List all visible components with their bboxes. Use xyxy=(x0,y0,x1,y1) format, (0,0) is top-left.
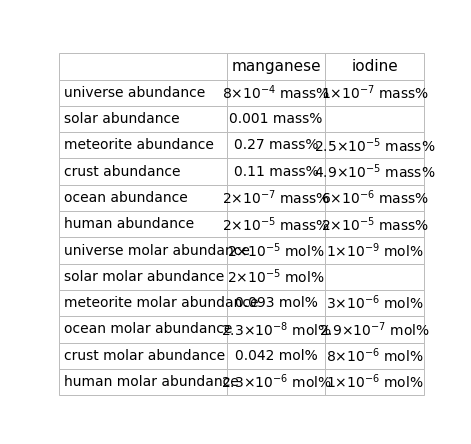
Text: ocean molar abundance: ocean molar abundance xyxy=(65,322,233,337)
Text: universe molar abundance: universe molar abundance xyxy=(65,243,250,258)
Text: $1{\times}10^{-7}$ mass%: $1{\times}10^{-7}$ mass% xyxy=(320,83,429,102)
Bar xyxy=(325,264,424,290)
Text: $2.9{\times}10^{-7}$ mol%: $2.9{\times}10^{-7}$ mol% xyxy=(319,320,430,339)
Bar xyxy=(325,53,424,79)
Text: $2.5{\times}10^{-5}$ mass%: $2.5{\times}10^{-5}$ mass% xyxy=(314,136,435,155)
Text: $1{\times}10^{-6}$ mol%: $1{\times}10^{-6}$ mol% xyxy=(326,373,423,391)
Text: 0.27 mass%: 0.27 mass% xyxy=(234,139,318,152)
Text: human molar abundance: human molar abundance xyxy=(65,375,239,389)
Text: 0.11 mass%: 0.11 mass% xyxy=(234,165,318,178)
Bar xyxy=(325,159,424,185)
Bar xyxy=(59,290,227,316)
Text: $1{\times}10^{-9}$ mol%: $1{\times}10^{-9}$ mol% xyxy=(326,241,423,260)
Text: crust abundance: crust abundance xyxy=(65,165,181,178)
Bar xyxy=(227,316,325,343)
Bar xyxy=(59,53,227,79)
Bar xyxy=(325,185,424,211)
Bar xyxy=(227,132,325,159)
Text: universe abundance: universe abundance xyxy=(65,86,206,100)
Bar xyxy=(59,369,227,395)
Bar xyxy=(325,316,424,343)
Bar xyxy=(59,79,227,106)
Text: $2{\times}10^{-5}$ mol%: $2{\times}10^{-5}$ mol% xyxy=(227,241,325,260)
Bar xyxy=(227,185,325,211)
Text: $2{\times}10^{-5}$ mass%: $2{\times}10^{-5}$ mass% xyxy=(320,215,429,234)
Text: 0.093 mol%: 0.093 mol% xyxy=(235,296,317,310)
Bar xyxy=(59,264,227,290)
Bar xyxy=(227,369,325,395)
Text: $2.3{\times}10^{-8}$ mol%: $2.3{\times}10^{-8}$ mol% xyxy=(220,320,332,339)
Bar xyxy=(59,238,227,264)
Bar xyxy=(227,343,325,369)
Text: human abundance: human abundance xyxy=(65,217,195,231)
Bar xyxy=(227,79,325,106)
Text: solar abundance: solar abundance xyxy=(65,112,180,126)
Text: 0.001 mass%: 0.001 mass% xyxy=(229,112,323,126)
Text: $6{\times}10^{-6}$ mass%: $6{\times}10^{-6}$ mass% xyxy=(320,189,429,207)
Text: crust molar abundance: crust molar abundance xyxy=(65,349,226,363)
Text: $8{\times}10^{-4}$ mass%: $8{\times}10^{-4}$ mass% xyxy=(222,83,330,102)
Bar xyxy=(59,106,227,132)
Text: manganese: manganese xyxy=(231,59,321,74)
Text: $3{\times}10^{-6}$ mol%: $3{\times}10^{-6}$ mol% xyxy=(326,294,423,313)
Bar xyxy=(325,132,424,159)
Text: ocean abundance: ocean abundance xyxy=(65,191,188,205)
Bar xyxy=(227,211,325,238)
Bar xyxy=(227,159,325,185)
Text: solar molar abundance: solar molar abundance xyxy=(65,270,225,284)
Bar xyxy=(227,106,325,132)
Bar xyxy=(59,343,227,369)
Bar xyxy=(59,132,227,159)
Bar xyxy=(325,79,424,106)
Bar xyxy=(325,106,424,132)
Bar xyxy=(59,185,227,211)
Text: $8{\times}10^{-6}$ mol%: $8{\times}10^{-6}$ mol% xyxy=(326,346,423,365)
Text: $2{\times}10^{-5}$ mol%: $2{\times}10^{-5}$ mol% xyxy=(227,268,325,286)
Text: meteorite molar abundance: meteorite molar abundance xyxy=(65,296,259,310)
Bar xyxy=(59,159,227,185)
Bar xyxy=(227,238,325,264)
Bar xyxy=(227,53,325,79)
Bar xyxy=(325,211,424,238)
Text: 0.042 mol%: 0.042 mol% xyxy=(235,349,317,363)
Text: iodine: iodine xyxy=(351,59,398,74)
Bar xyxy=(325,343,424,369)
Text: meteorite abundance: meteorite abundance xyxy=(65,139,214,152)
Bar xyxy=(59,316,227,343)
Bar xyxy=(325,290,424,316)
Text: $4.9{\times}10^{-5}$ mass%: $4.9{\times}10^{-5}$ mass% xyxy=(314,163,435,181)
Bar xyxy=(227,264,325,290)
Text: $2{\times}10^{-5}$ mass%: $2{\times}10^{-5}$ mass% xyxy=(222,215,330,234)
Text: $2{\times}10^{-7}$ mass%: $2{\times}10^{-7}$ mass% xyxy=(222,189,330,207)
Bar xyxy=(325,369,424,395)
Bar xyxy=(59,211,227,238)
Text: $2.3{\times}10^{-6}$ mol%: $2.3{\times}10^{-6}$ mol% xyxy=(220,373,332,391)
Bar xyxy=(227,290,325,316)
Bar xyxy=(325,238,424,264)
